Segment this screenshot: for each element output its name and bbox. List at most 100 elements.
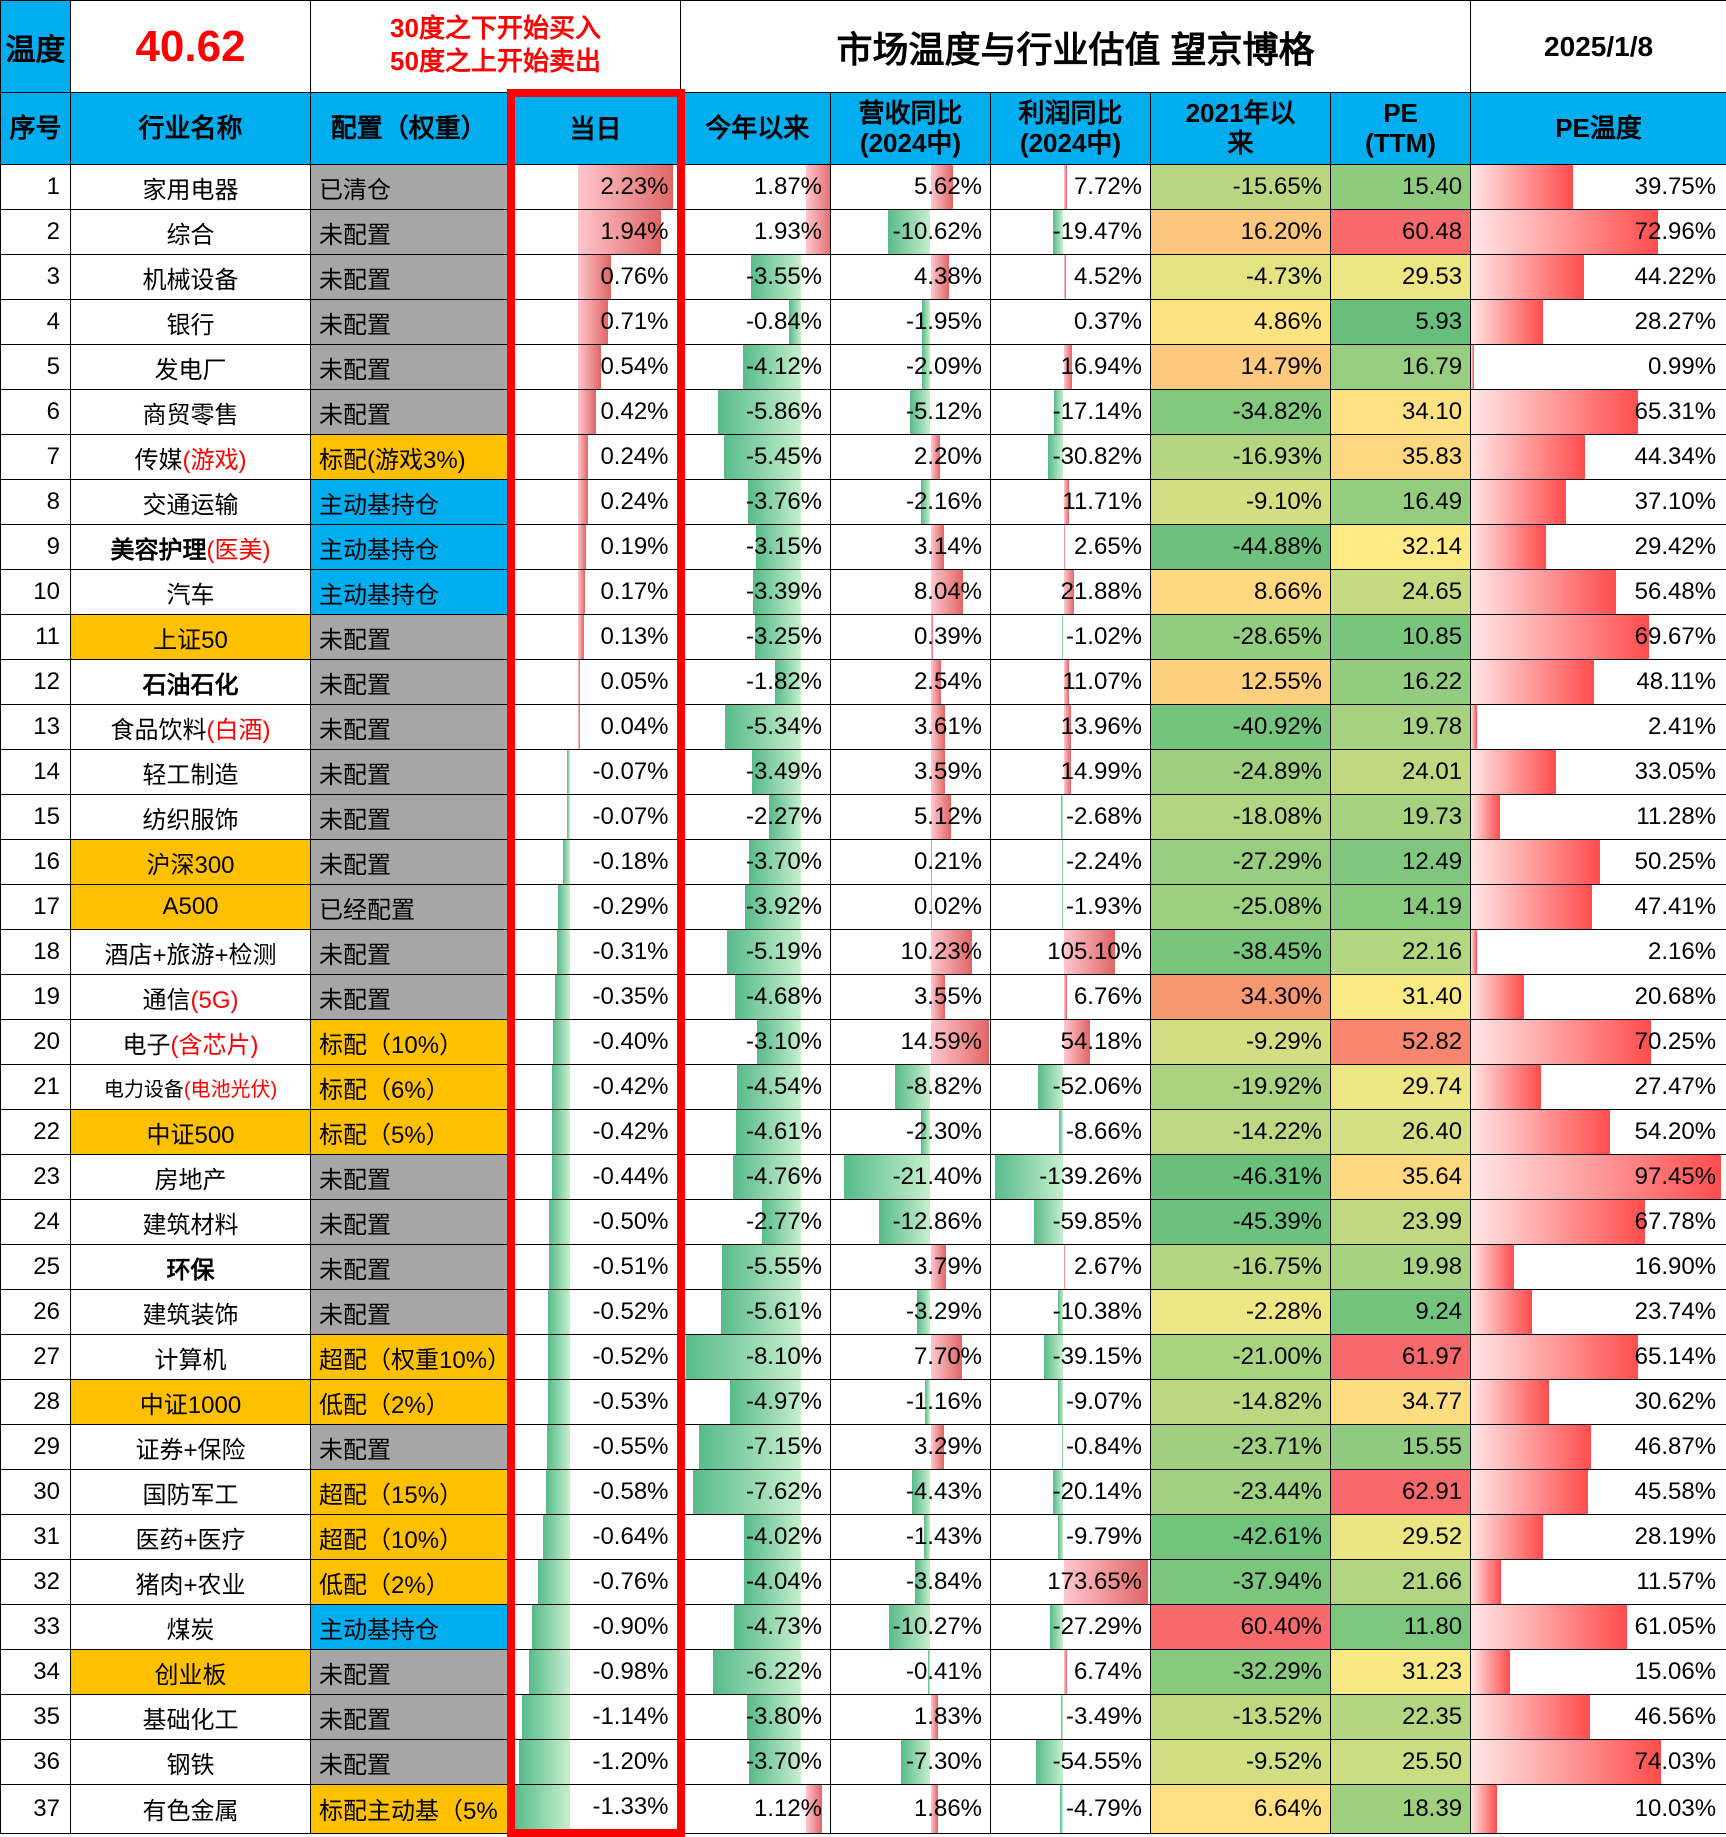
cell-today: -0.42% [511,1065,681,1110]
cell-today: -0.76% [511,1560,681,1605]
cell-profit: 11.07% [991,660,1151,705]
table-row: 8交通运输主动基持仓0.24%-3.76%-2.16%11.71%-9.10%1… [1,480,1726,525]
cell-pe: 23.99 [1331,1200,1471,1245]
cell-idx: 29 [1,1425,71,1470]
cell-profit: -139.26% [991,1155,1151,1200]
table-row: 11上证50未配置0.13%-3.25%0.39%-1.02%-28.65%10… [1,615,1726,660]
cell-idx: 28 [1,1380,71,1425]
cell-alloc: 主动基持仓 [311,525,511,570]
cell-idx: 4 [1,300,71,345]
cell-ytd: 1.12% [681,1785,831,1834]
hdr-name: 行业名称 [71,93,311,165]
table-row: 33煤炭主动基持仓-0.90%-4.73%-10.27%-27.29%60.40… [1,1605,1726,1650]
cell-today: -0.40% [511,1020,681,1065]
cell-name: 纺织服饰 [71,795,311,840]
cell-name: 环保 [71,1245,311,1290]
cell-pe: 22.35 [1331,1695,1471,1740]
cell-rev: 2.54% [831,660,991,705]
cell-alloc: 标配(游戏3%) [311,435,511,480]
cell-petemp: 56.48% [1471,570,1726,615]
cell-alloc: 主动基持仓 [311,480,511,525]
cell-ytd: -1.82% [681,660,831,705]
cell-petemp: 46.87% [1471,1425,1726,1470]
buy-sell-rule: 30度之下开始买入50度之上开始卖出 [311,1,681,93]
cell-rev: -3.84% [831,1560,991,1605]
cell-ytd: -4.61% [681,1110,831,1155]
cell-profit: -30.82% [991,435,1151,480]
cell-name: 传媒(游戏) [71,435,311,480]
cell-pe: 35.64 [1331,1155,1471,1200]
cell-today: -1.20% [511,1740,681,1785]
cell-name: 创业板 [71,1650,311,1695]
cell-rev: 7.70% [831,1335,991,1380]
cell-today: 0.42% [511,390,681,435]
cell-pe: 18.39 [1331,1785,1471,1834]
cell-ytd: -4.73% [681,1605,831,1650]
cell-pe: 60.48 [1331,210,1471,255]
cell-rev: 3.14% [831,525,991,570]
cell-profit: -0.84% [991,1425,1151,1470]
cell-rev: 2.20% [831,435,991,480]
table-row: 1家用电器已清仓2.23%1.87%5.62%7.72%-15.65%15.40… [1,165,1726,210]
cell-rev: 4.38% [831,255,991,300]
cell-petemp: 69.67% [1471,615,1726,660]
cell-idx: 6 [1,390,71,435]
cell-pe: 29.74 [1331,1065,1471,1110]
hdr-ytd: 今年以来 [681,93,831,165]
cell-profit: 21.88% [991,570,1151,615]
cell-idx: 23 [1,1155,71,1200]
banner-row: 温度 40.62 30度之下开始买入50度之上开始卖出 市场温度与行业估值 望京… [1,1,1726,93]
cell-ytd: -7.62% [681,1470,831,1515]
cell-profit: 16.94% [991,345,1151,390]
cell-ytd: -5.34% [681,705,831,750]
cell-since21: -18.08% [1151,795,1331,840]
cell-rev: 14.59% [831,1020,991,1065]
cell-name: 基础化工 [71,1695,311,1740]
cell-pe: 10.85 [1331,615,1471,660]
table-row: 28中证1000低配（2%）-0.53%-4.97%-1.16%-9.07%-1… [1,1380,1726,1425]
cell-petemp: 28.27% [1471,300,1726,345]
cell-since21: -15.65% [1151,165,1331,210]
cell-pe: 34.77 [1331,1380,1471,1425]
table-row: 22中证500标配（5%）-0.42%-4.61%-2.30%-8.66%-14… [1,1110,1726,1155]
cell-alloc: 未配置 [311,255,511,300]
cell-today: 0.19% [511,525,681,570]
cell-petemp: 29.42% [1471,525,1726,570]
cell-idx: 2 [1,210,71,255]
cell-name: 家用电器 [71,165,311,210]
table-row: 13食品饮料(白酒)未配置0.04%-5.34%3.61%13.96%-40.9… [1,705,1726,750]
cell-alloc: 未配置 [311,345,511,390]
cell-today: 0.17% [511,570,681,615]
cell-petemp: 39.75% [1471,165,1726,210]
cell-today: -0.29% [511,885,681,930]
cell-rev: 1.83% [831,1695,991,1740]
cell-idx: 26 [1,1290,71,1335]
cell-today: -1.33% [511,1785,681,1834]
cell-profit: -52.06% [991,1065,1151,1110]
cell-pe: 29.52 [1331,1515,1471,1560]
table-row: 23房地产未配置-0.44%-4.76%-21.40%-139.26%-46.3… [1,1155,1726,1200]
cell-alloc: 低配（2%） [311,1560,511,1605]
cell-petemp: 11.28% [1471,795,1726,840]
cell-rev: -4.43% [831,1470,991,1515]
cell-name: 计算机 [71,1335,311,1380]
table-row: 31医药+医疗超配（10%）-0.64%-4.02%-1.43%-9.79%-4… [1,1515,1726,1560]
cell-alloc: 未配置 [311,1290,511,1335]
cell-since21: -23.71% [1151,1425,1331,1470]
cell-since21: -19.92% [1151,1065,1331,1110]
cell-idx: 34 [1,1650,71,1695]
cell-idx: 33 [1,1605,71,1650]
cell-today: -0.18% [511,840,681,885]
cell-pe: 15.40 [1331,165,1471,210]
hdr-petemp: PE温度 [1471,93,1726,165]
cell-profit: -20.14% [991,1470,1151,1515]
cell-alloc: 未配置 [311,1155,511,1200]
cell-rev: -0.41% [831,1650,991,1695]
table-row: 19通信(5G)未配置-0.35%-4.68%3.55%6.76%34.30%3… [1,975,1726,1020]
cell-today: 0.76% [511,255,681,300]
cell-name: 商贸零售 [71,390,311,435]
cell-ytd: -4.02% [681,1515,831,1560]
cell-today: 0.04% [511,705,681,750]
cell-pe: 34.10 [1331,390,1471,435]
cell-ytd: -3.25% [681,615,831,660]
